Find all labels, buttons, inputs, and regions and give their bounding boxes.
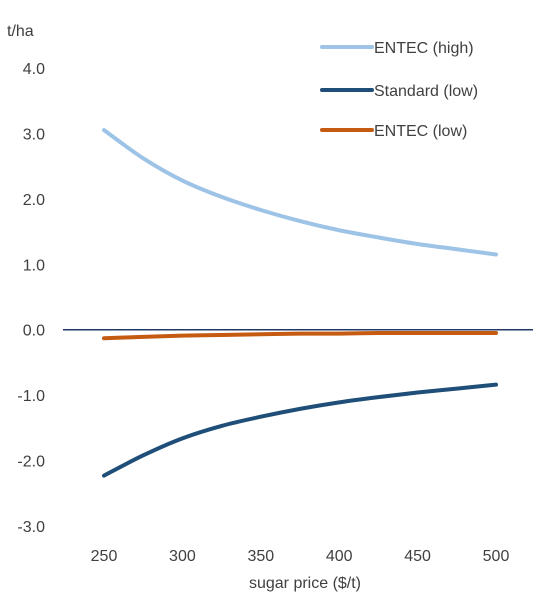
y-tick-labels: 4.0 3.0 2.0 1.0 0.0 -1.0 -2.0 -3.0 [17,61,45,536]
y-tick-label: 4.0 [23,61,45,78]
legend-label-entec-high: ENTEC (high) [374,40,474,57]
y-tick-label: -2.0 [17,454,45,471]
legend-label-standard-low: Standard (low) [374,83,478,100]
y-tick-label: -1.0 [17,388,45,405]
y-tick-label: 2.0 [23,192,45,209]
x-tick-label: 350 [247,548,274,565]
series-lines [102,128,498,478]
series-line-entec-low [102,330,498,341]
y-tick-label: -3.0 [17,519,45,536]
series-line-standard-low [102,382,498,478]
x-tick-label: 250 [91,548,118,565]
legend-label-entec-low: ENTEC (low) [374,123,467,140]
x-tick-labels: 250 300 350 400 450 500 [91,548,510,565]
x-tick-label: 500 [483,548,510,565]
x-tick-label: 400 [326,548,353,565]
y-tick-label: 3.0 [23,126,45,143]
y-unit-label: t/ha [7,23,34,40]
x-tick-label: 450 [404,548,431,565]
y-tick-label: 1.0 [23,257,45,274]
y-tick-label: 0.0 [23,323,45,340]
x-tick-label: 300 [169,548,196,565]
x-axis-label: sugar price ($/t) [249,575,361,592]
series-line-entec-high [102,128,498,257]
legend: ENTEC (high) Standard (low) ENTEC (low) [320,40,478,140]
